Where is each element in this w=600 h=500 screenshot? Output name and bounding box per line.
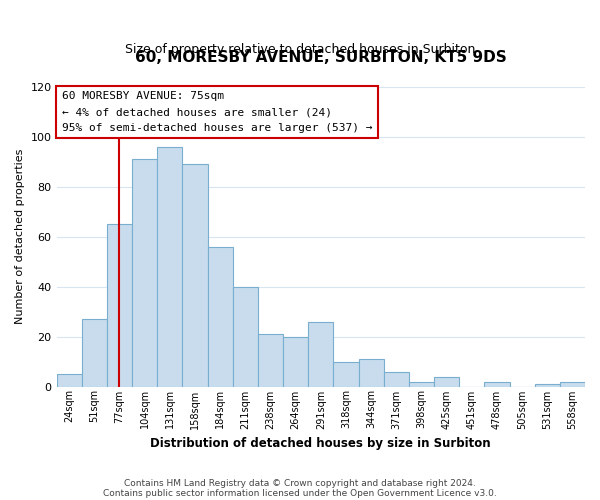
Bar (258, 334, 283, 386)
Bar (535, 384, 560, 386)
Bar (283, 336, 308, 386)
Bar (56, 374, 82, 386)
Bar (359, 359, 383, 386)
Bar (409, 382, 434, 386)
Bar (308, 322, 334, 386)
Bar (484, 382, 509, 386)
Bar (132, 160, 157, 386)
Title: 60, MORESBY AVENUE, SURBITON, KT5 9DS: 60, MORESBY AVENUE, SURBITON, KT5 9DS (135, 50, 506, 65)
Text: Size of property relative to detached houses in Surbiton: Size of property relative to detached ho… (125, 42, 475, 56)
Bar (157, 147, 182, 386)
Text: Contains public sector information licensed under the Open Government Licence v3: Contains public sector information licen… (103, 488, 497, 498)
Bar (560, 382, 585, 386)
Bar (383, 372, 409, 386)
Bar (82, 319, 107, 386)
Y-axis label: Number of detached properties: Number of detached properties (15, 149, 25, 324)
Bar (107, 224, 132, 386)
Text: 60 MORESBY AVENUE: 75sqm
← 4% of detached houses are smaller (24)
95% of semi-de: 60 MORESBY AVENUE: 75sqm ← 4% of detache… (62, 92, 373, 132)
Bar (334, 362, 359, 386)
Bar (233, 286, 258, 386)
Bar (182, 164, 208, 386)
Bar (434, 376, 459, 386)
X-axis label: Distribution of detached houses by size in Surbiton: Distribution of detached houses by size … (151, 437, 491, 450)
Bar (208, 246, 233, 386)
Text: Contains HM Land Registry data © Crown copyright and database right 2024.: Contains HM Land Registry data © Crown c… (124, 478, 476, 488)
